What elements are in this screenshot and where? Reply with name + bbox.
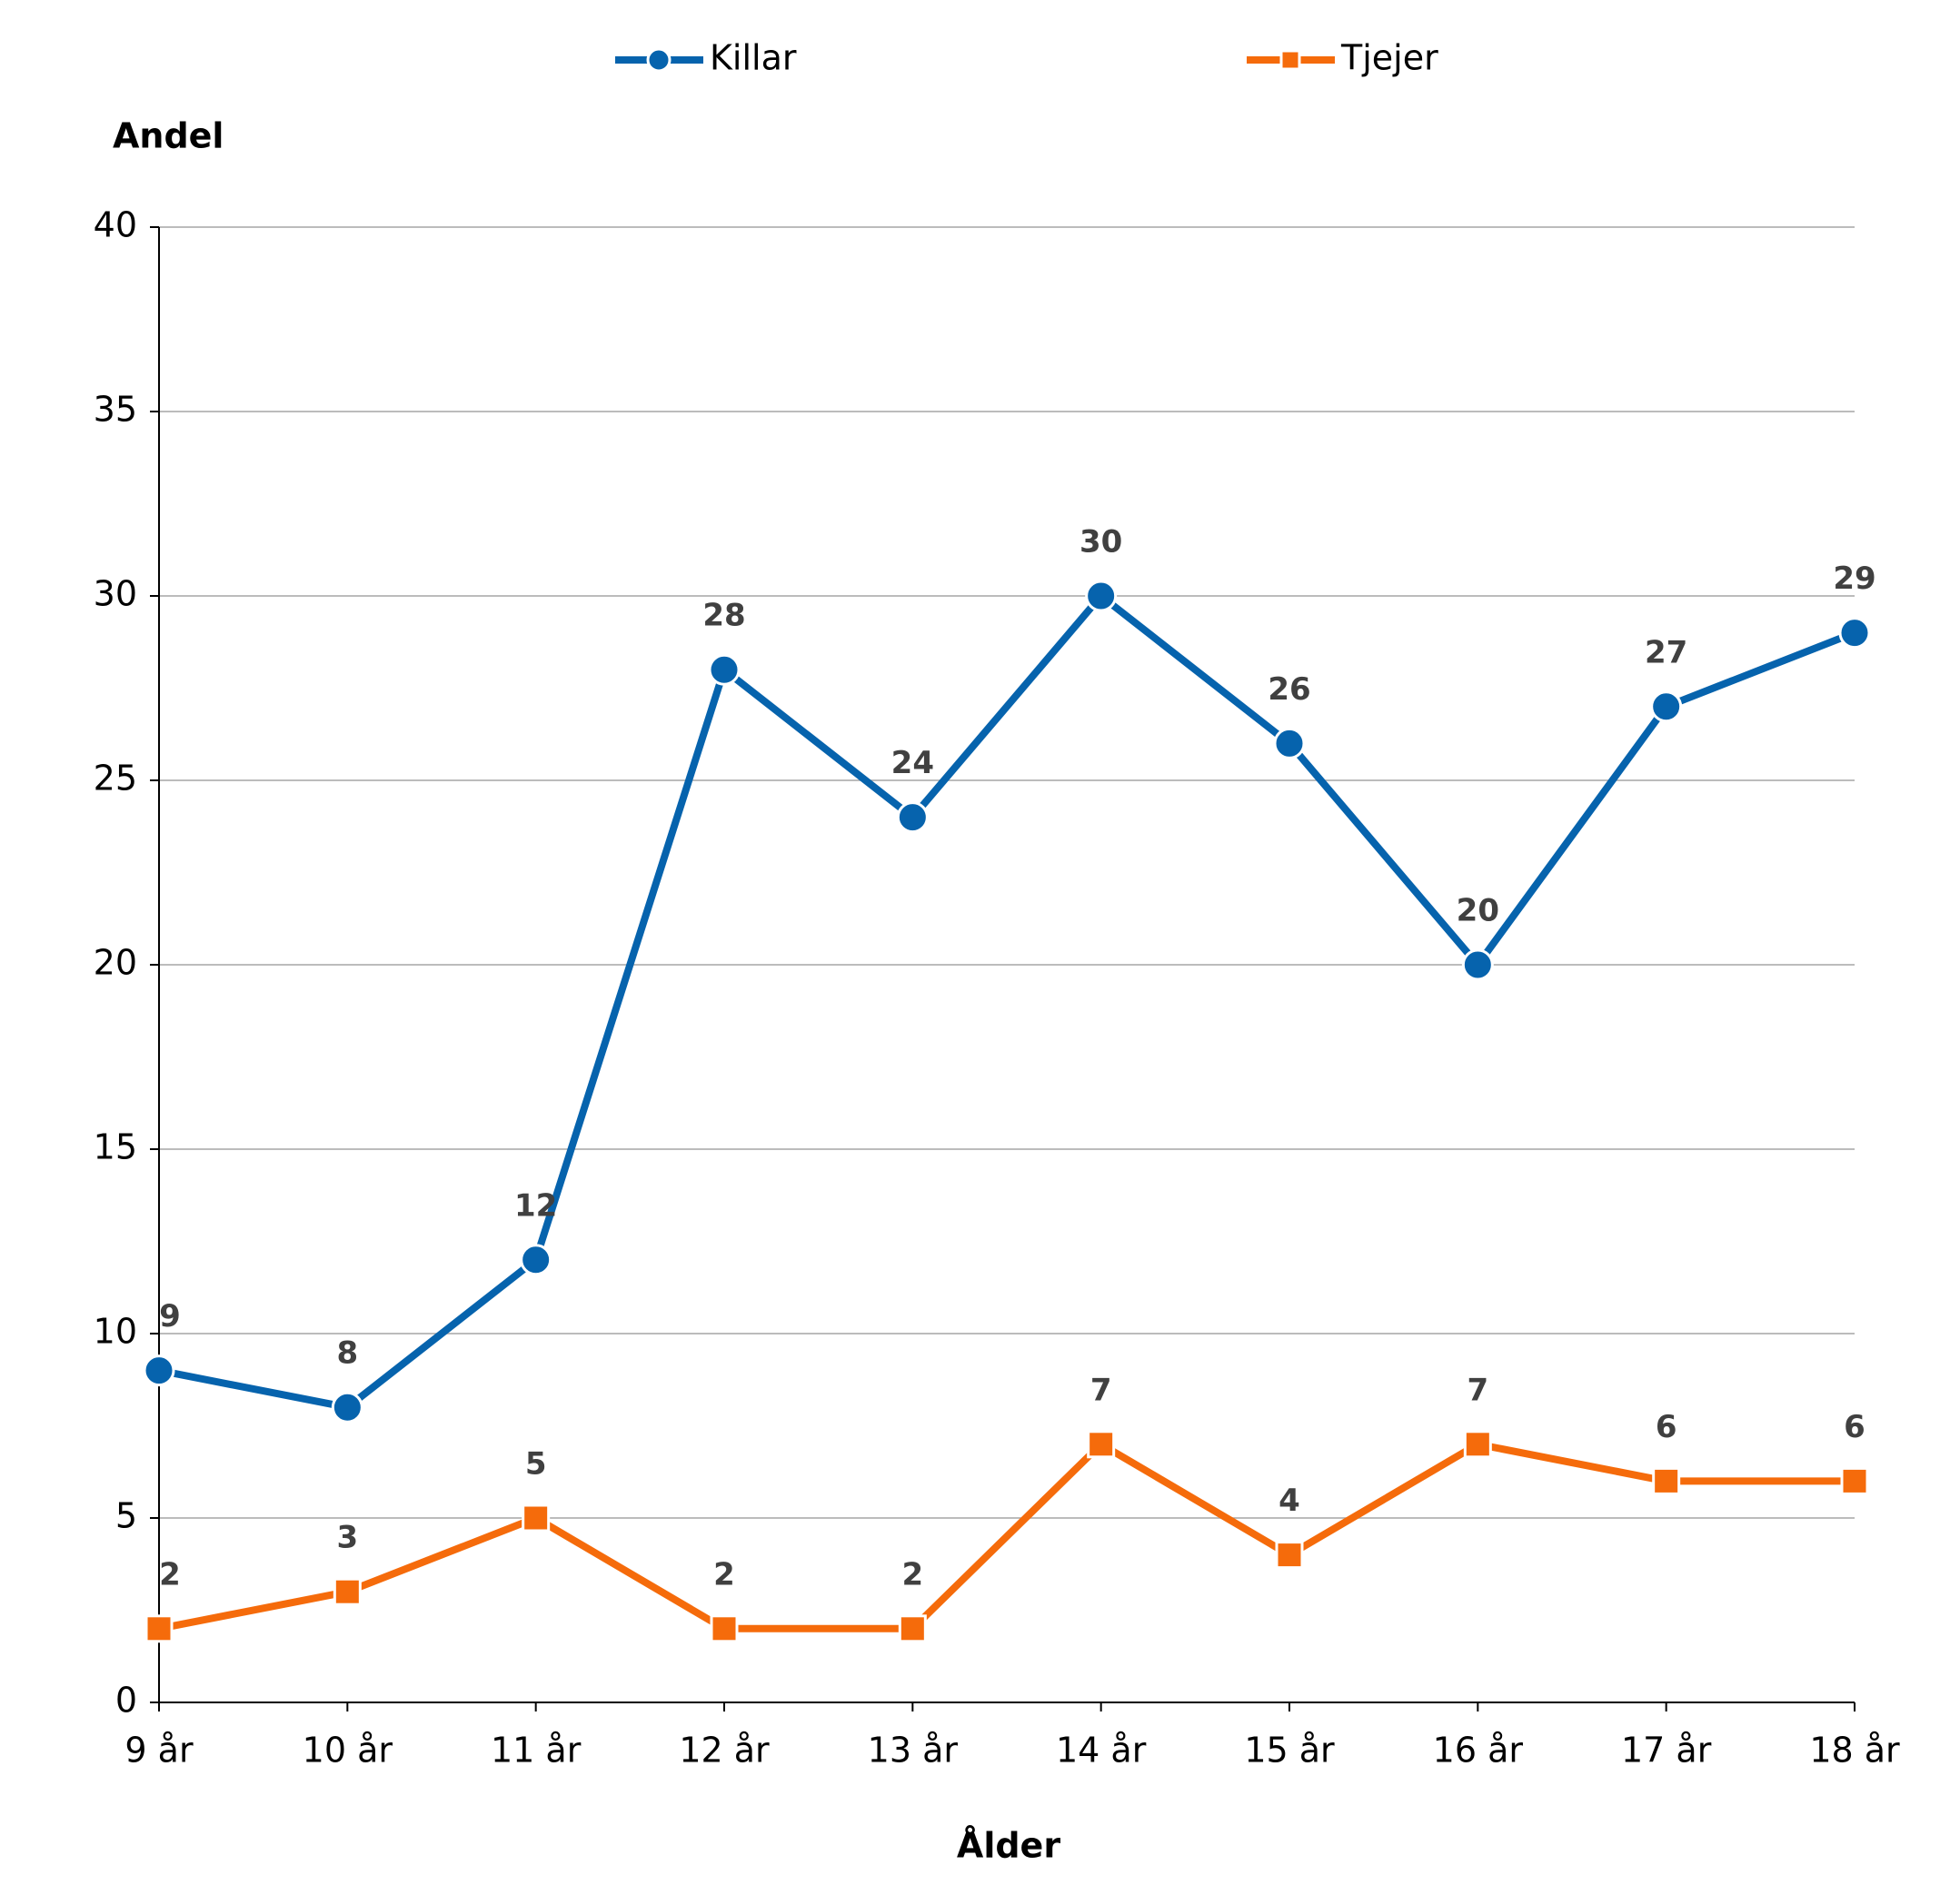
data-label: 7 bbox=[1467, 1372, 1488, 1408]
data-point bbox=[896, 801, 929, 834]
data-label: 30 bbox=[1079, 524, 1122, 561]
x-tick-label: 18 år bbox=[1809, 1731, 1900, 1771]
x-tick-label: 9 år bbox=[124, 1731, 194, 1771]
data-label: 7 bbox=[1090, 1372, 1112, 1408]
data-point bbox=[333, 1577, 362, 1606]
data-point bbox=[1840, 1466, 1869, 1495]
data-point bbox=[1461, 948, 1494, 981]
x-tick-label: 17 år bbox=[1621, 1731, 1712, 1771]
y-tick-label: 40 bbox=[94, 205, 137, 245]
data-point bbox=[1838, 617, 1871, 650]
x-tick-label: 15 år bbox=[1244, 1731, 1335, 1771]
data-label: 29 bbox=[1833, 561, 1875, 597]
x-tick-label: 16 år bbox=[1433, 1731, 1524, 1771]
x-tick-label: 14 år bbox=[1056, 1731, 1147, 1771]
legend-marker bbox=[646, 47, 672, 73]
data-point bbox=[1652, 1466, 1681, 1495]
y-tick-label: 25 bbox=[94, 759, 137, 799]
data-point bbox=[1087, 1430, 1116, 1459]
series-line bbox=[158, 592, 1856, 1412]
x-tick-label: 13 år bbox=[868, 1731, 959, 1771]
data-point bbox=[1085, 580, 1118, 612]
y-tick-label: 30 bbox=[94, 574, 137, 614]
data-point bbox=[144, 1614, 174, 1643]
data-point bbox=[143, 1354, 175, 1387]
data-label: 20 bbox=[1457, 893, 1499, 929]
data-label: 24 bbox=[891, 745, 934, 781]
y-tick-label: 0 bbox=[115, 1681, 137, 1721]
x-tick-label: 11 år bbox=[491, 1731, 582, 1771]
data-point bbox=[1463, 1430, 1492, 1459]
series-line bbox=[158, 1440, 1855, 1632]
data-label: 9 bbox=[159, 1298, 181, 1334]
legend-label: Tjejer bbox=[1340, 38, 1438, 78]
data-label: 12 bbox=[514, 1187, 557, 1224]
data-label: 2 bbox=[901, 1556, 923, 1592]
data-label: 6 bbox=[1844, 1409, 1865, 1445]
data-label: 27 bbox=[1645, 634, 1687, 670]
y-tick-label: 5 bbox=[115, 1496, 137, 1536]
data-label: 28 bbox=[702, 598, 745, 634]
data-point bbox=[1273, 727, 1306, 759]
legend-label: Killar bbox=[710, 38, 797, 78]
y-tick-label: 35 bbox=[94, 390, 137, 430]
data-label: 4 bbox=[1278, 1483, 1300, 1519]
x-tick-label: 12 år bbox=[679, 1731, 770, 1771]
data-label: 3 bbox=[336, 1520, 358, 1556]
y-tick-label: 20 bbox=[94, 943, 137, 983]
data-label: 5 bbox=[525, 1446, 547, 1483]
x-axis-title: Ålder bbox=[957, 1826, 1060, 1866]
legend-marker bbox=[1279, 49, 1301, 71]
data-label: 2 bbox=[713, 1556, 735, 1592]
data-point bbox=[710, 1614, 739, 1643]
y-tick-label: 15 bbox=[94, 1127, 137, 1167]
data-label: 26 bbox=[1268, 671, 1310, 708]
data-point bbox=[1275, 1541, 1304, 1570]
y-tick-label: 10 bbox=[94, 1312, 137, 1352]
y-axis-title: Andel bbox=[113, 116, 224, 156]
data-point bbox=[331, 1391, 363, 1424]
data-label: 2 bbox=[159, 1556, 181, 1592]
data-point bbox=[1650, 690, 1683, 723]
data-point bbox=[898, 1614, 927, 1643]
x-tick-label: 10 år bbox=[303, 1731, 393, 1771]
data-label: 8 bbox=[336, 1335, 358, 1372]
data-point bbox=[708, 653, 741, 686]
data-point bbox=[522, 1503, 551, 1533]
data-label: 6 bbox=[1656, 1409, 1677, 1445]
data-point bbox=[520, 1244, 552, 1276]
